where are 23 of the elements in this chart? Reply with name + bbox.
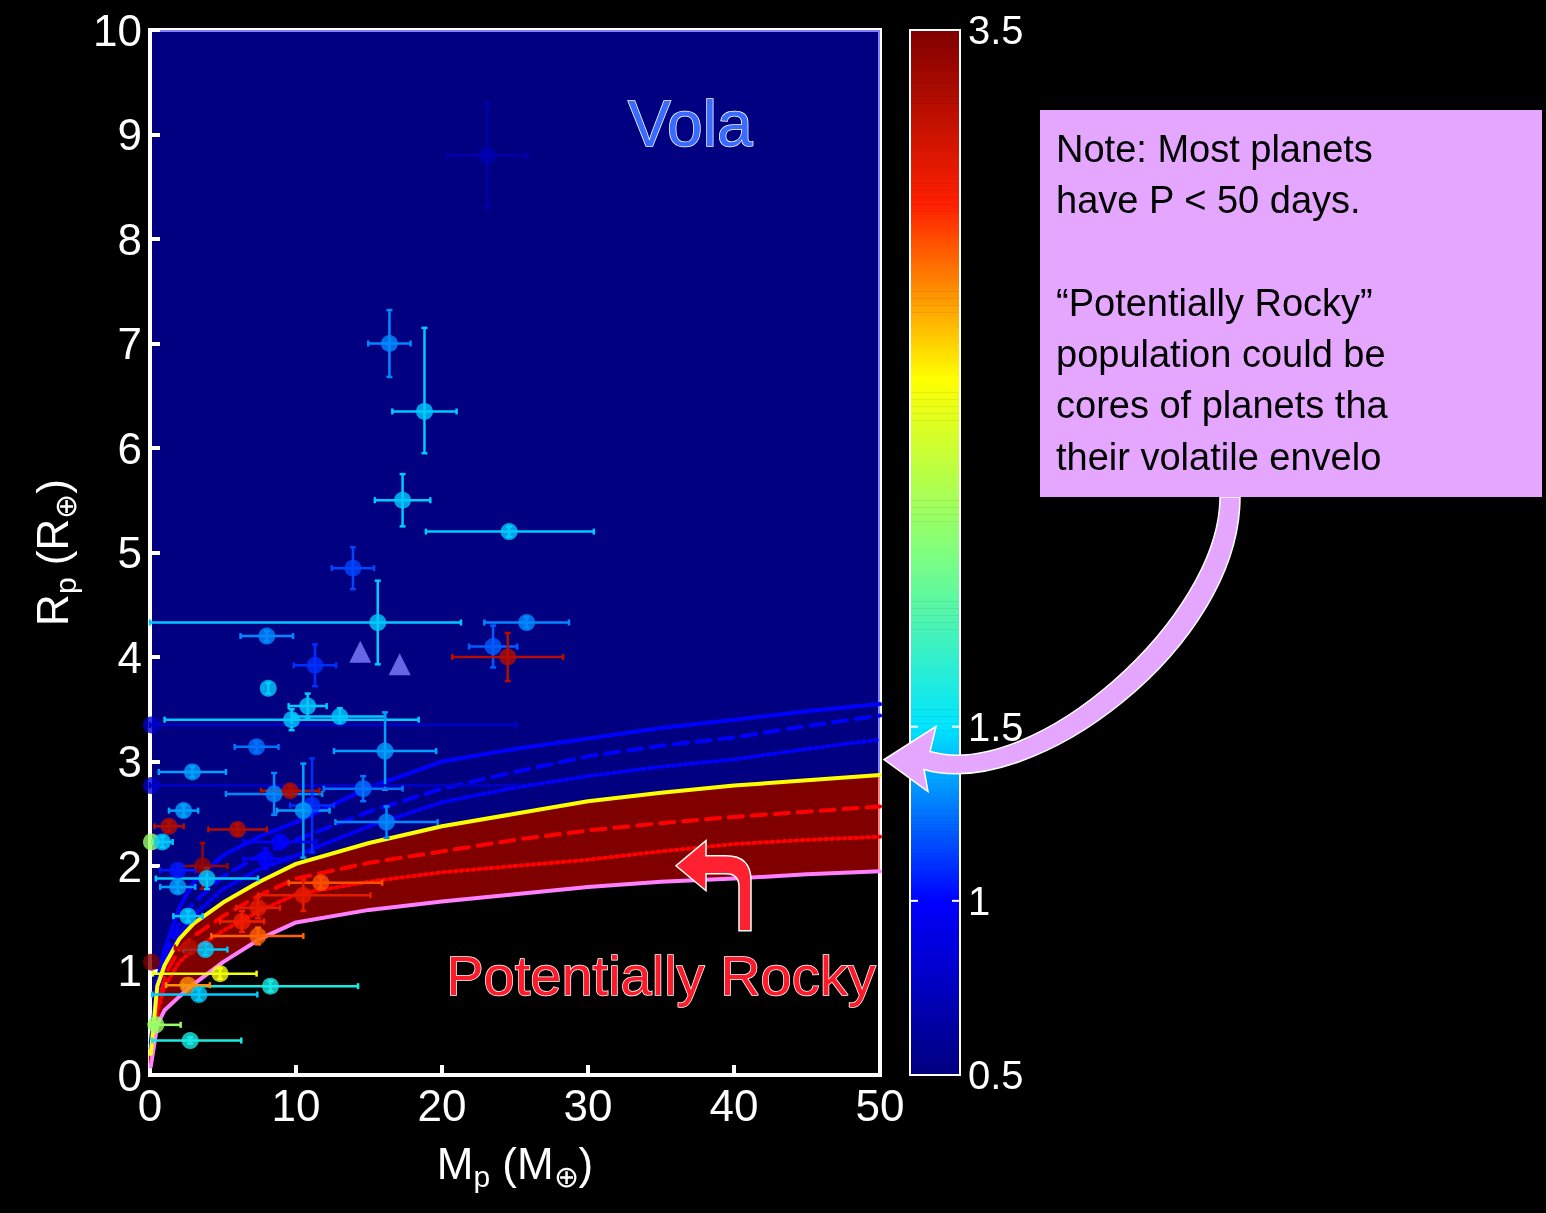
- y-tick-label: 9: [117, 110, 142, 159]
- y-tick-label: 3: [117, 737, 142, 786]
- x-tick-label: 40: [709, 1080, 759, 1130]
- y-tick-label: 1: [117, 946, 142, 995]
- color-bar-label: 1.5: [968, 704, 1024, 749]
- y-tick-label: 4: [117, 632, 142, 682]
- x-tick-label: 30: [563, 1080, 613, 1130]
- x-tick-label: 10: [271, 1080, 321, 1130]
- x-tick-label: 20: [417, 1080, 467, 1130]
- annotation: Potentially Rocky: [446, 944, 876, 1008]
- x-tick-label: 50: [855, 1080, 905, 1130]
- y-tick-label: 6: [117, 423, 142, 473]
- color-bar-label: 1: [968, 878, 991, 923]
- text: Note: Most planets have P < 50 days. “Potentially Rocky” population could be cores of planets tha their volatile envelo: [1056, 128, 1388, 478]
- y-tick-label: 8: [117, 214, 142, 264]
- y-tick-label: 2: [117, 841, 142, 891]
- y-tick-label: 7: [117, 319, 142, 368]
- annotation: Vola: [627, 88, 753, 161]
- color-bar-label: 0.5: [968, 1053, 1024, 1097]
- y-tick-label: 5: [117, 528, 142, 577]
- y-tick-label: 10: [93, 5, 142, 55]
- color-bar-label: 3.5: [968, 8, 1024, 52]
- y-axis-title: Rp (R⊕): [27, 479, 82, 626]
